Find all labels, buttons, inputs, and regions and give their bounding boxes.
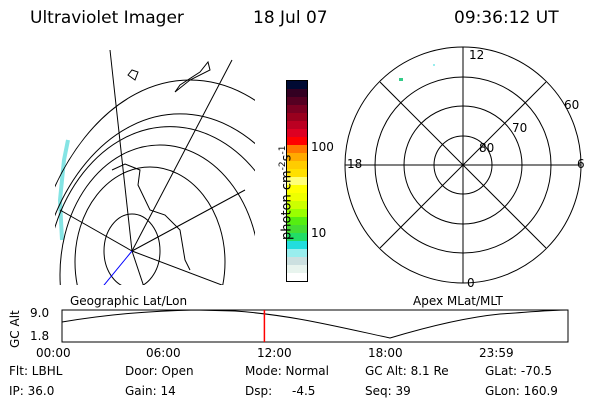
colorbar-band — [287, 129, 307, 137]
colorbar-band — [287, 97, 307, 105]
mlt-6-label: 6 — [577, 157, 585, 171]
colorbar-band — [287, 161, 307, 169]
longitude-line — [131, 250, 224, 285]
longitude-line — [59, 209, 133, 252]
colorbar-band — [287, 153, 307, 161]
colorbar-band — [287, 209, 307, 217]
seq-status: Seq: 39 — [365, 384, 411, 398]
colorbar-band — [287, 121, 307, 129]
xtick-1800: 18:00 — [368, 346, 403, 360]
ip-status: IP: 36.0 — [9, 384, 55, 398]
glat-status: GLat: -70.5 — [485, 364, 552, 378]
coastline — [127, 69, 139, 81]
colorbar-band — [287, 185, 307, 193]
dsp-value: -4.5 — [292, 384, 316, 398]
emission-pixel — [399, 78, 403, 81]
colorbar-band — [287, 169, 307, 177]
latitude-ring — [55, 113, 255, 217]
glon-status: GLon: 160.9 — [485, 384, 558, 398]
door-status: Door: Open — [125, 364, 194, 378]
xtick-2359: 23:59 — [479, 346, 514, 360]
sun-direction-line — [103, 250, 133, 285]
altitude-curve — [61, 309, 569, 339]
colorbar-band — [287, 193, 307, 201]
colorbar-tick-100: 100 — [311, 140, 334, 154]
mlt-line — [379, 81, 547, 249]
mlt-12-label: 12 — [469, 48, 485, 62]
colorbar-band — [287, 257, 307, 265]
apex-label: Apex MLat/MLT — [413, 294, 503, 308]
colorbar-band — [287, 241, 307, 249]
latitude-ring — [103, 213, 161, 285]
colorbar-tick-10: 10 — [311, 226, 327, 240]
dsp-label: Dsp: — [245, 384, 273, 398]
colorbar-band — [287, 225, 307, 233]
colorbar — [286, 80, 308, 282]
time-label: 09:36:12 UT — [454, 8, 559, 28]
colorbar-band — [287, 89, 307, 97]
colorbar-band — [287, 137, 307, 145]
colorbar-band — [287, 265, 307, 273]
gain-status: Gain: 14 — [125, 384, 176, 398]
longitude-line — [131, 189, 246, 252]
aurora-emission — [57, 139, 70, 241]
mlat-70-label: 70 — [512, 121, 528, 135]
coastline — [174, 60, 211, 93]
filter-status: Flt: LBHL — [9, 364, 63, 378]
mode-status: Mode: Normal — [245, 364, 329, 378]
latitude-ring — [74, 166, 226, 285]
mlt-0-label: 0 — [467, 276, 475, 290]
longitude-line — [131, 59, 233, 252]
xtick-0000: 00:00 — [36, 346, 71, 360]
colorbar-band — [287, 273, 307, 281]
colorbar-band — [287, 249, 307, 257]
latitude-ring — [55, 126, 255, 229]
altitude-plot-frame — [61, 309, 569, 343]
altitude-ylabel: GC Alt — [8, 310, 22, 348]
xtick-1200: 12:00 — [257, 346, 292, 360]
coastline — [111, 163, 191, 271]
ytick-1-8: 1.8 — [30, 329, 50, 343]
mlat-60-label: 60 — [564, 98, 580, 112]
date-label: 18 Jul 07 — [253, 8, 328, 28]
longitude-line — [131, 250, 144, 285]
app-title: Ultraviolet Imager — [30, 8, 184, 28]
geographic-label: Geographic Lat/Lon — [70, 294, 188, 308]
colorbar-band — [287, 81, 307, 89]
colorbar-band — [287, 201, 307, 209]
colorbar-band — [287, 233, 307, 241]
colorbar-band — [287, 177, 307, 185]
gc-alt-status: GC Alt: 8.1 Re — [365, 364, 449, 378]
mlat-80-label: 80 — [479, 141, 495, 155]
colorbar-band — [287, 113, 307, 121]
latitude-ring — [59, 144, 255, 285]
colorbar-band — [287, 145, 307, 153]
xtick-0600: 06:00 — [146, 346, 181, 360]
ytick-9: 9.0 — [30, 306, 50, 320]
colorbar-band — [287, 105, 307, 113]
mlt-18-label: 18 — [347, 157, 363, 171]
longitude-line — [109, 49, 133, 252]
emission-pixel — [433, 64, 435, 66]
colorbar-band — [287, 217, 307, 225]
